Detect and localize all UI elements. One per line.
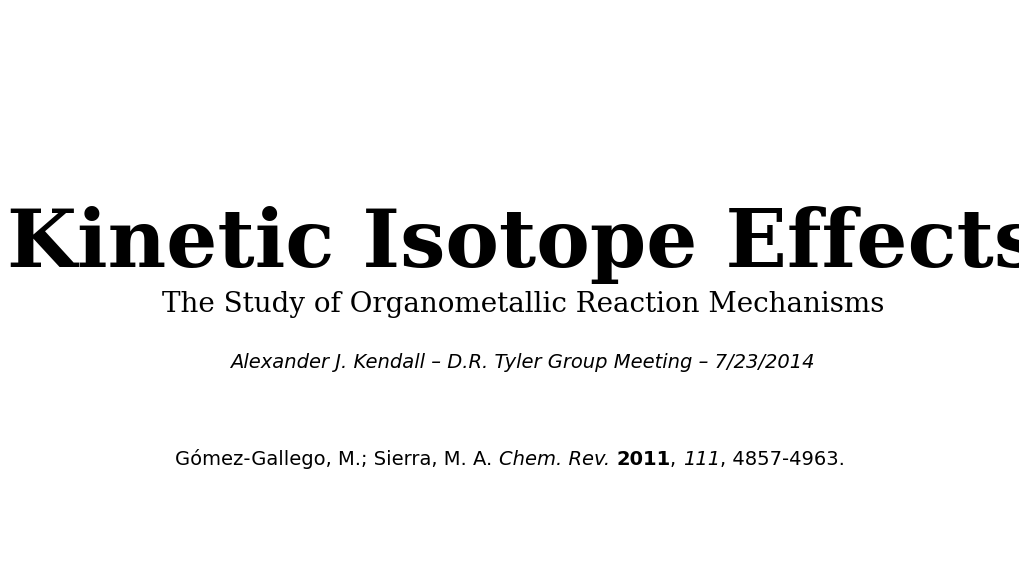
Text: The Study of Organometallic Reaction Mechanisms: The Study of Organometallic Reaction Mec… — [161, 291, 883, 319]
Text: 2011: 2011 — [615, 450, 669, 469]
Text: , 4857-4963.: , 4857-4963. — [719, 450, 844, 469]
Text: Alexander J. Kendall – D.R. Tyler Group Meeting – 7/23/2014: Alexander J. Kendall – D.R. Tyler Group … — [230, 352, 814, 372]
Text: 111: 111 — [682, 450, 719, 469]
Text: ,: , — [669, 450, 682, 469]
Text: Gómez-Gallego, M.; Sierra, M. A.: Gómez-Gallego, M.; Sierra, M. A. — [175, 449, 498, 469]
Text: Chem. Rev.: Chem. Rev. — [498, 450, 609, 469]
Text: Kinetic Isotope Effects: Kinetic Isotope Effects — [7, 206, 1019, 284]
